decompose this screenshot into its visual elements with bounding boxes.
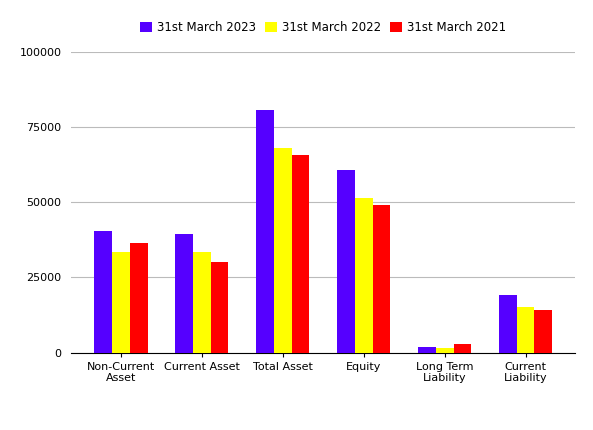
Bar: [372, 205, 390, 353]
Bar: [256, 111, 274, 353]
Bar: [418, 347, 436, 353]
Bar: [436, 348, 454, 353]
Bar: [355, 197, 372, 353]
Legend: 31st March 2023, 31st March 2022, 31st March 2021: 31st March 2023, 31st March 2022, 31st M…: [138, 18, 508, 36]
Bar: [175, 234, 193, 353]
Bar: [274, 148, 292, 353]
Bar: [517, 307, 534, 353]
Bar: [94, 230, 112, 353]
Bar: [292, 156, 310, 353]
Bar: [211, 262, 228, 353]
Bar: [534, 310, 552, 353]
Bar: [112, 252, 130, 353]
Bar: [130, 243, 148, 353]
Bar: [337, 170, 355, 353]
Bar: [193, 252, 211, 353]
Bar: [499, 295, 517, 353]
Bar: [454, 344, 471, 353]
